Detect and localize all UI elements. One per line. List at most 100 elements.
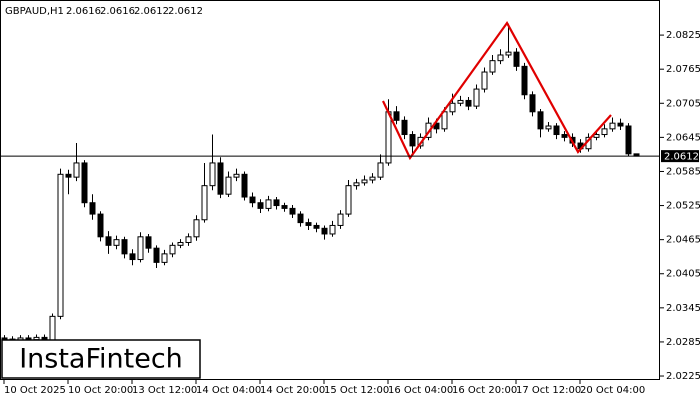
candle-body [465,99,472,107]
candle-body [321,227,328,235]
candle-body [369,176,376,181]
candle-body [361,179,368,184]
header-close: 2.0612 [168,6,203,17]
y-tick-label: 2.0825 [666,30,700,41]
candle-body [49,315,56,343]
candle-body [65,173,72,178]
candle-body [161,253,168,263]
y-tick-label: 2.0285 [666,337,700,348]
y-tick-label: 2.0345 [666,303,700,314]
candle-body [353,182,360,187]
price-label-box [661,150,699,163]
candle-body [457,99,464,104]
candle-body [137,236,144,261]
candle-body [201,185,208,221]
candle-body [193,219,200,238]
candle-body [345,185,352,215]
logo-box [1,339,201,379]
candle-body [553,125,560,136]
x-tick-label: 16 Oct 04:00 [388,385,453,396]
candle-body [257,202,264,209]
candle-body [289,207,296,215]
candle-body [1,337,8,340]
candle-body [489,60,496,73]
y-tick-label: 2.0225 [666,371,700,382]
x-tick-label: 14 Oct 04:00 [196,385,261,396]
candle-body [273,199,280,207]
y-tick-label: 2.0705 [666,98,700,109]
candle-body [505,51,512,56]
y-tick-label: 2.0465 [666,235,700,246]
candle-body [393,111,400,121]
candle-body [233,173,240,178]
candle-body [401,119,408,136]
logo: InstaFintech [19,344,183,375]
price-label: 2.0612 [664,152,699,163]
symbol: GBPAUD,H1 [5,6,64,17]
header-low: 2.0612 [134,6,169,17]
candle-body [177,241,184,246]
candle-body [241,173,248,198]
candle-body [593,134,600,138]
candle-body [313,224,320,229]
y-tick-label: 2.0525 [666,201,700,212]
candle-body [305,222,312,226]
candle-body [249,196,256,204]
x-tick-label: 17 Oct 12:00 [516,385,581,396]
candle-body [473,88,480,107]
candle-body [497,54,504,62]
candle-body [449,102,456,113]
candle-body [537,111,544,130]
y-tick-label: 2.0585 [666,166,700,177]
plot-frame [0,0,660,380]
candle-body [529,94,536,113]
candle-body [545,125,552,130]
candle-body [121,239,128,255]
candle-body [441,111,448,130]
pattern-line [382,20,612,161]
candle-body [617,122,624,127]
y-tick-label: 2.0765 [666,64,700,75]
y-tick-label: 2.0645 [666,132,700,143]
header: GBPAUD,H1 2.0616 2.0616 2.0612 2.0612 [5,6,203,17]
y-tick-label: 2.0405 [666,269,700,280]
candle-body [337,213,344,226]
candle-body [81,162,88,204]
candle-body [481,71,488,90]
x-tick-label: 10 Oct 20:00 [68,385,133,396]
candle-body [521,65,528,96]
candle-body [609,122,616,130]
header-high: 2.0616 [100,6,135,17]
candle-body [105,236,112,246]
candle-body [113,239,120,246]
candle-body [145,236,152,249]
x-tick-label: 20 Oct 04:00 [580,385,645,396]
candle-body [625,125,632,155]
x-tick-label: 16 Oct 20:00 [452,385,517,396]
candle-body [209,162,216,187]
candle-body [57,173,64,317]
candle-body [377,162,384,178]
candle-body [217,162,224,195]
candle-body [153,247,160,263]
candle-body [185,236,192,243]
candle-body [169,244,176,255]
candle-body [129,253,136,261]
candle-body [385,111,392,164]
candle-body [281,205,288,209]
candle-body [297,213,304,224]
candle-body [329,224,336,235]
x-tick-label: 15 Oct 12:00 [324,385,389,396]
candle-body [561,134,568,138]
candle-body [265,199,272,209]
candle-body [89,202,96,215]
header-open: 2.0616 [66,6,101,17]
candle-body [225,176,232,195]
x-tick-label: 10 Oct 2025 [4,385,66,396]
candle-body [97,213,104,238]
candle-body [601,128,608,136]
x-tick-label: 13 Oct 12:00 [132,385,197,396]
candle-body [73,162,80,178]
candle-body [409,134,416,147]
